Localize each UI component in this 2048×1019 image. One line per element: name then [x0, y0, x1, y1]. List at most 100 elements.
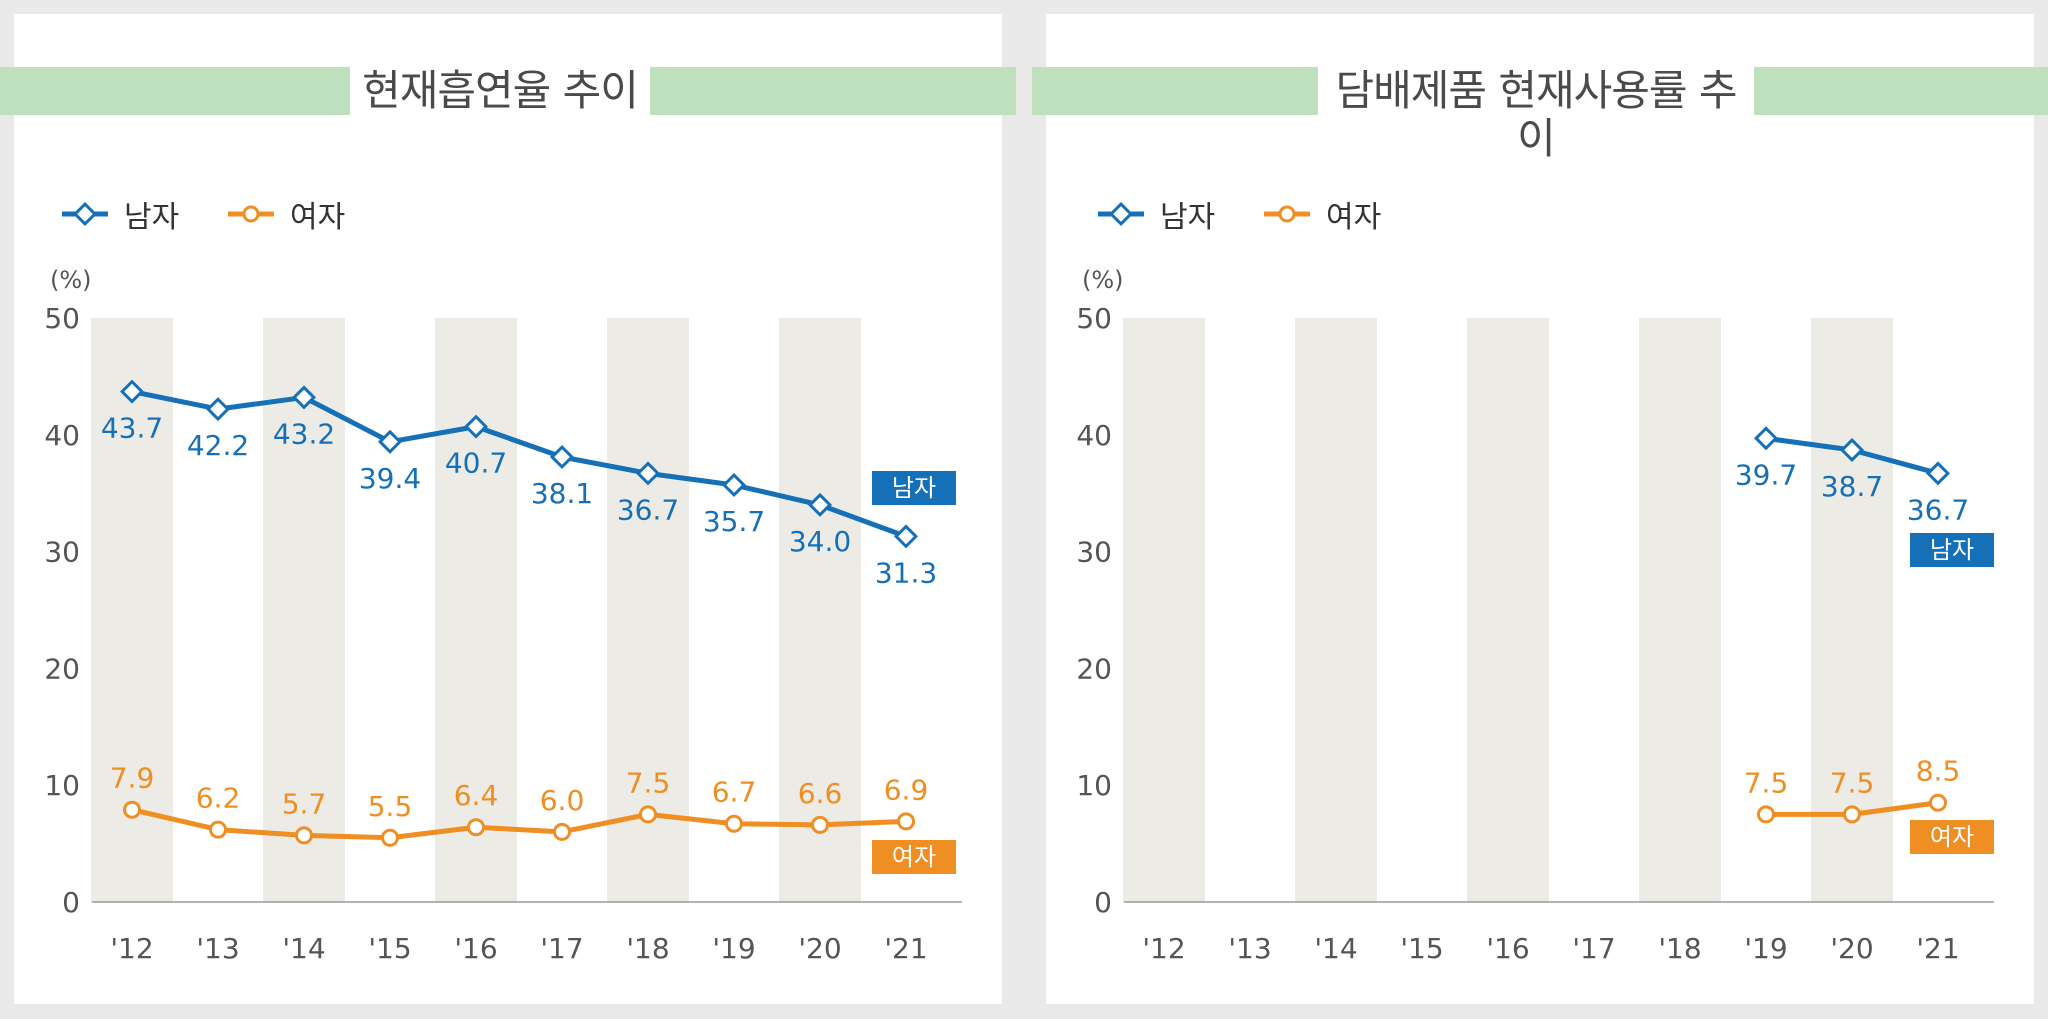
female-data-label: 5.7 [282, 787, 327, 820]
female-data-label: 7.5 [1830, 766, 1875, 799]
male-data-label: 39.4 [359, 462, 421, 495]
male-data-label: 38.7 [1821, 470, 1883, 503]
y-tick-label: 20 [1076, 652, 1112, 685]
legend-female-left: 여자 [226, 192, 345, 236]
x-tick-label: '19 [1744, 932, 1787, 965]
male-data-point [635, 461, 661, 486]
y-tick-label: 50 [1076, 302, 1112, 335]
female-data-point [725, 814, 743, 833]
column-band [1811, 318, 1893, 902]
male-data-point [1925, 461, 1951, 486]
male-data-label: 36.7 [1907, 493, 1969, 526]
legend-male-label: 남자 [1160, 200, 1216, 235]
female-data-point [639, 805, 657, 824]
female-data-label: 5.5 [368, 790, 413, 823]
male-data-point [205, 397, 231, 422]
legend-female-label: 여자 [1326, 200, 1382, 235]
male-data-label: 42.2 [187, 429, 249, 462]
female-data-point [553, 822, 571, 841]
y-tick-label: 30 [1076, 536, 1112, 569]
x-tick-label: '18 [626, 932, 669, 965]
female-data-point [1757, 805, 1775, 824]
male-data-point [377, 429, 403, 454]
x-tick-label: '20 [798, 932, 841, 965]
x-tick-label: '15 [1400, 932, 1443, 965]
x-tick-label: '20 [1830, 932, 1873, 965]
y-tick-label: 40 [44, 419, 80, 452]
female-data-point [897, 812, 915, 831]
female-data-label: 6.4 [454, 779, 499, 812]
x-tick-label: '21 [884, 932, 927, 965]
female-data-label: 7.5 [1744, 766, 1789, 799]
x-tick-label: '19 [712, 932, 755, 965]
male-data-point [1753, 426, 1779, 451]
female-data-point [295, 826, 313, 845]
legend-female-label: 여자 [290, 200, 346, 235]
legend-female-right: 여자 [1262, 192, 1381, 236]
x-tick-label: '13 [1228, 932, 1271, 965]
female-data-label: 6.0 [540, 784, 585, 817]
male-data-point [119, 379, 145, 404]
male-data-point [1839, 437, 1865, 463]
legend-male-marker-icon [62, 202, 108, 226]
female-data-label: 6.2 [196, 782, 241, 815]
male-data-point [721, 473, 747, 498]
column-band [1123, 318, 1205, 902]
female-data-point [123, 800, 141, 819]
column-band [1639, 318, 1721, 902]
female-data-label: 8.5 [1916, 755, 1961, 788]
y-tick-label: 10 [1076, 769, 1112, 802]
unit-label-right: (%) [1082, 266, 1124, 294]
male-data-point [893, 524, 919, 549]
male-data-label: 43.7 [101, 412, 163, 445]
male-data-point [291, 385, 317, 410]
female-data-label: 6.7 [712, 776, 757, 809]
male-data-point [463, 414, 489, 439]
y-tick-label: 0 [62, 886, 80, 919]
chart-title-tobacco-use: 담배제품 현재사용률 추이 [1318, 67, 1754, 163]
male-data-label: 39.7 [1735, 458, 1797, 491]
x-tick-label: '15 [368, 932, 411, 965]
x-tick-label: '14 [282, 932, 325, 965]
x-tick-label: '21 [1916, 932, 1959, 965]
x-tick-label: '17 [540, 932, 583, 965]
male-data-label: 31.3 [875, 556, 937, 589]
legend-male-right: 남자 [1096, 192, 1215, 236]
smoking-rate-chart: 0 10 20 30 40 50 '12 '13 '14 '15 '16 '17 '18 '19 '20 '2… [44, 302, 962, 965]
female-data-point [467, 818, 485, 837]
male-data-label: 36.7 [617, 493, 679, 526]
female-series-line [131, 807, 907, 841]
y-tick-label: 0 [1094, 886, 1112, 919]
female-data-label: 7.9 [110, 762, 155, 795]
female-data-point [811, 815, 829, 834]
x-tick-label: '12 [110, 932, 153, 965]
legend-male-label: 남자 [124, 200, 180, 235]
female-data-label: 6.9 [884, 773, 929, 806]
y-tick-label: 40 [1076, 419, 1112, 452]
male-data-label: 38.1 [531, 477, 593, 510]
unit-label-left: (%) [50, 266, 92, 294]
female-data-point [1929, 793, 1947, 812]
legend-male-left: 남자 [60, 192, 179, 236]
series-tag-male-right: 남자 [1910, 533, 1994, 567]
male-series-line [131, 389, 907, 539]
legend-female-marker-icon [1264, 205, 1310, 223]
female-data-point [381, 828, 399, 847]
y-tick-label: 50 [44, 302, 80, 335]
x-tick-label: '14 [1314, 932, 1357, 965]
y-tick-label: 20 [44, 652, 80, 685]
x-tick-label: '17 [1572, 932, 1615, 965]
male-data-label: 40.7 [445, 447, 507, 480]
male-data-point [549, 444, 575, 470]
column-band [1467, 318, 1549, 902]
x-tick-label: '18 [1658, 932, 1701, 965]
y-tick-label: 10 [44, 769, 80, 802]
female-data-point [209, 820, 227, 839]
column-band [1295, 318, 1377, 902]
chart-title-smoking-rate: 현재흡연율 추이 [350, 67, 650, 115]
series-tag-female-right: 여자 [1910, 820, 1994, 854]
series-tag-female-left: 여자 [872, 840, 956, 874]
legend-female-marker-icon [228, 205, 274, 223]
male-data-label: 34.0 [789, 525, 851, 558]
